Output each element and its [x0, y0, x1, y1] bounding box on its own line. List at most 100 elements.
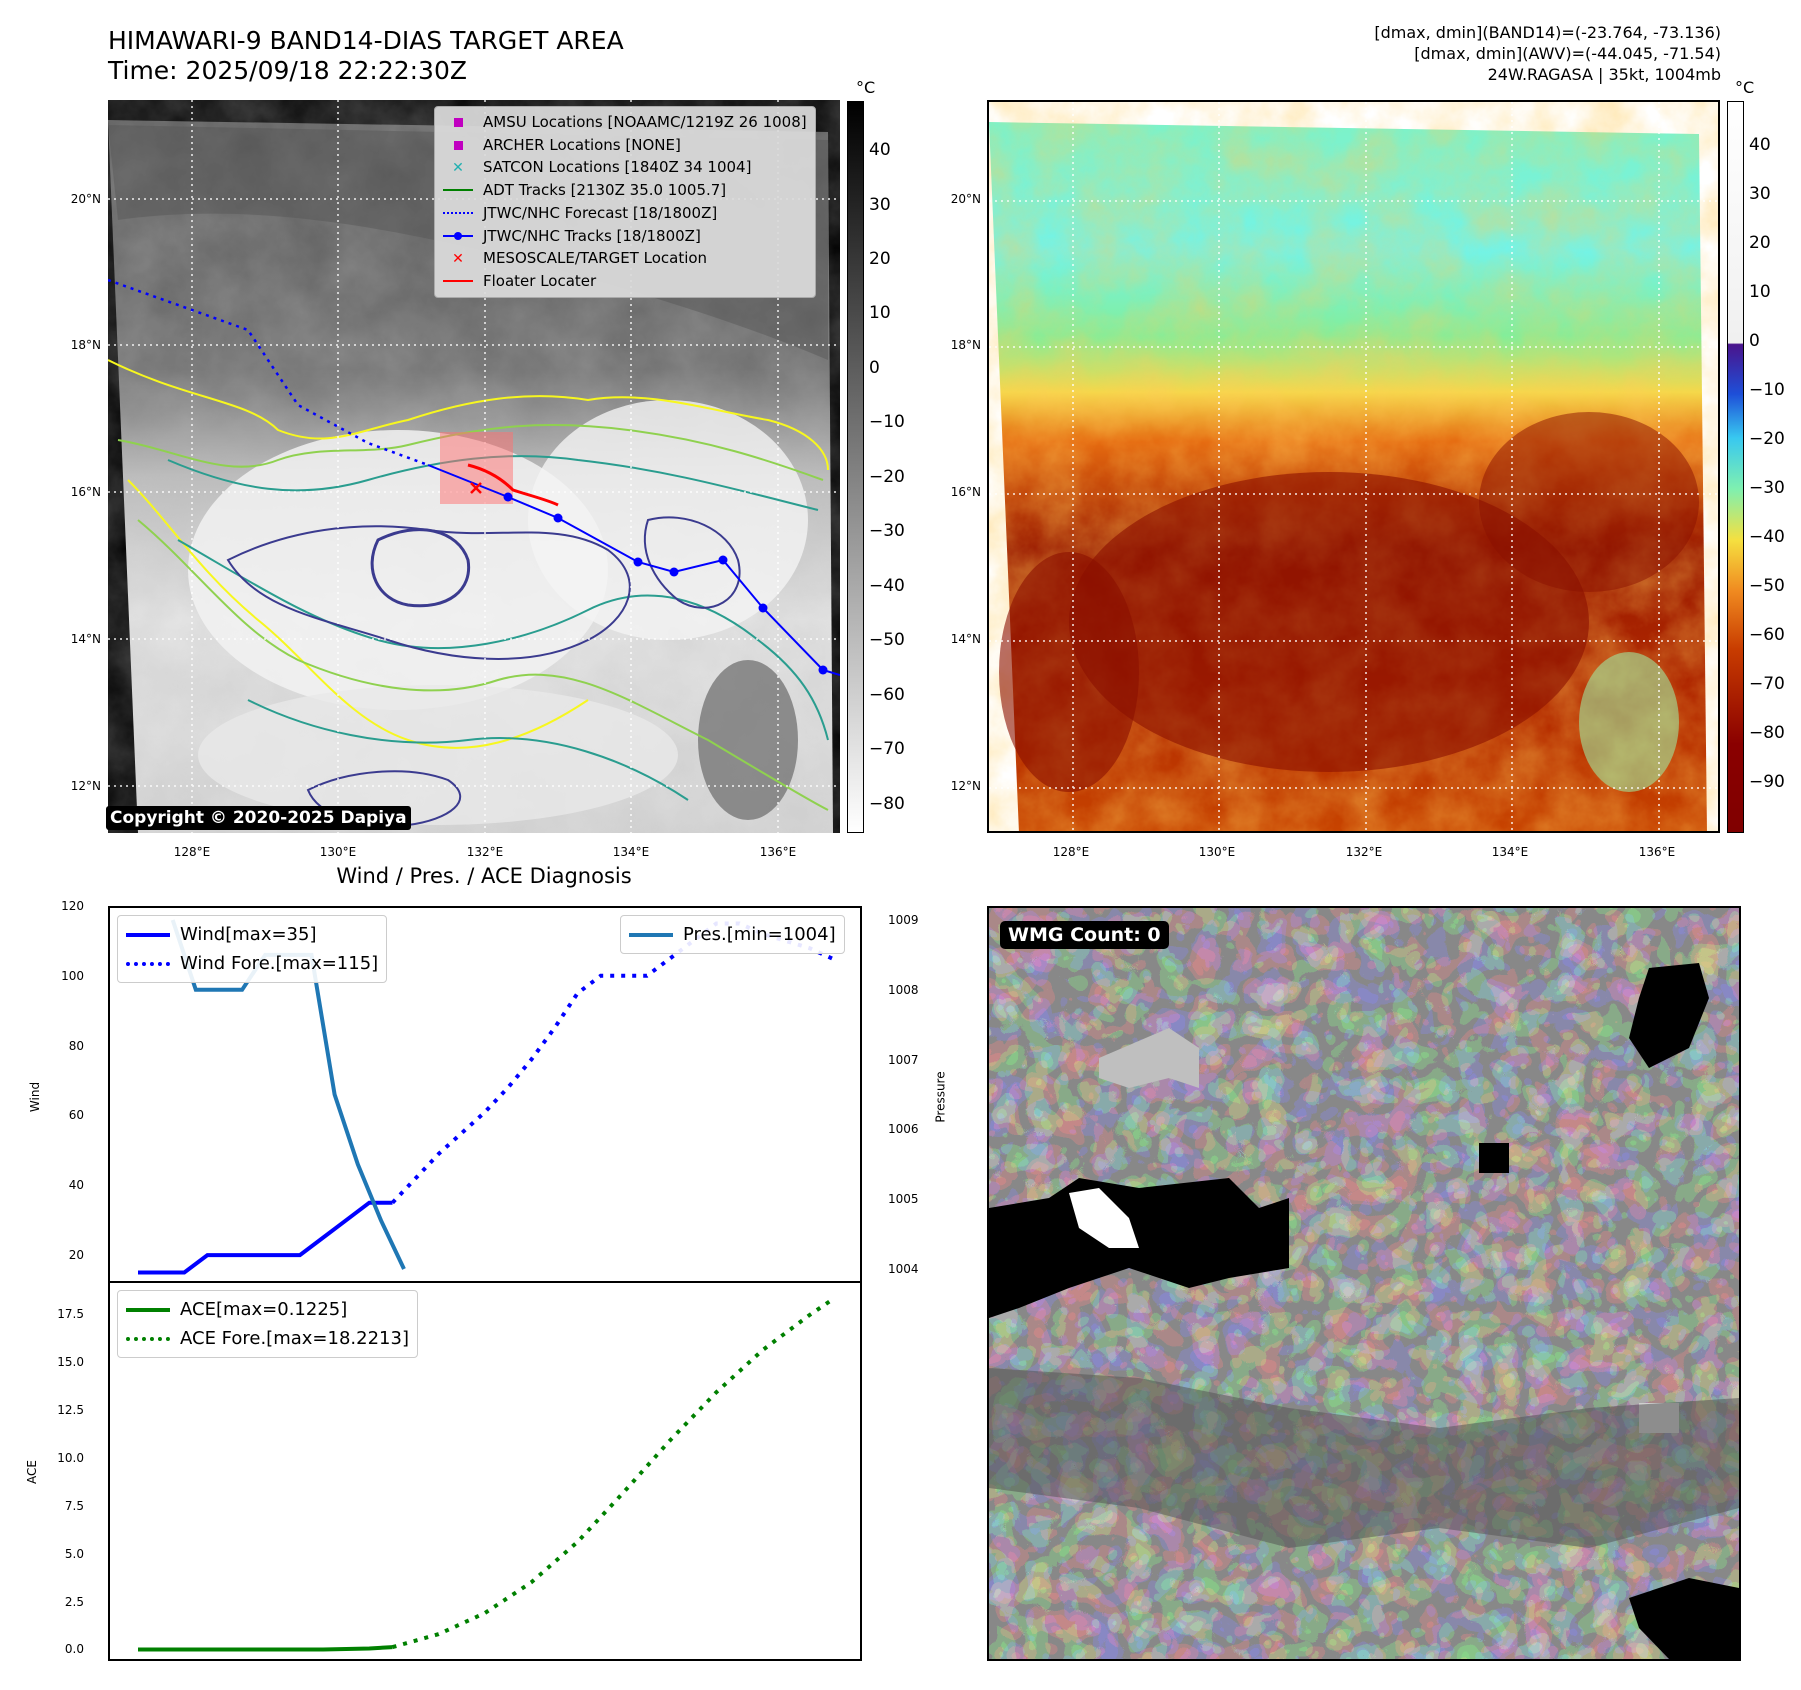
- ir-colorbar: [847, 101, 864, 833]
- blue-line-icon: [126, 932, 170, 937]
- lat-label: 16°N: [70, 485, 101, 499]
- lat-label: 12°N: [950, 779, 981, 793]
- wind-tick: 120: [61, 899, 84, 913]
- colorbar-tick: 20: [1749, 233, 1771, 254]
- legend-item-amsu: AMSU Locations [NOAAMC/1219Z 26 1008]: [443, 111, 807, 134]
- legend-item-forecast: JTWC/NHC Forecast [18/1800Z]: [443, 202, 807, 225]
- pressure-axis-label: Pressure: [933, 1071, 948, 1123]
- lon-label: 134°E: [612, 845, 650, 859]
- ace-tick: 12.5: [57, 1402, 84, 1417]
- series-line: [138, 1200, 393, 1275]
- ir-colorbar-unit: °C: [856, 78, 876, 97]
- colorbar-tick: −40: [869, 575, 905, 596]
- steelblue-line-icon: [629, 932, 673, 937]
- legend-ace-forecast: ACE Fore.[max=18.2213]: [126, 1324, 409, 1353]
- wind-tick: 20: [68, 1248, 84, 1263]
- lat-label: 20°N: [70, 192, 101, 206]
- colorbar-tick: −40: [1749, 527, 1785, 548]
- green-line-icon: [443, 189, 473, 192]
- legend-ace: ACE[max=0.1225]: [126, 1295, 409, 1324]
- series-line: [138, 1645, 393, 1652]
- ir-map-panel: AMSU Locations [NOAAMC/1219Z 26 1008] AR…: [108, 100, 840, 833]
- ace-axis-label: ACE: [24, 1460, 39, 1484]
- colorbar-tick: 30: [1749, 184, 1771, 205]
- pressure-tick: 1009: [888, 912, 919, 927]
- colorbar-tick: −60: [1749, 625, 1785, 646]
- lon-label: 134°E: [1491, 845, 1529, 859]
- colorbar-tick: 0: [1749, 331, 1760, 352]
- ace-tick: 2.5: [64, 1594, 84, 1609]
- lon-label: 136°E: [1638, 845, 1676, 859]
- colorbar-tick: 40: [869, 140, 891, 161]
- lat-label: 12°N: [70, 779, 101, 793]
- colorbar-tick: −70: [1749, 674, 1785, 695]
- cyan-x-icon: ✕: [452, 159, 464, 176]
- pressure-tick: 1004: [888, 1262, 919, 1277]
- enhanced-colorbar-unit: °C: [1735, 78, 1755, 97]
- stats-band14: [dmax, dmin](BAND14)=(-23.764, -73.136): [1374, 23, 1721, 42]
- lon-label: 132°E: [1345, 845, 1383, 859]
- legend-item-archer: ARCHER Locations [NONE]: [443, 134, 807, 157]
- legend-pressure: Pres.[min=1004]: [629, 920, 836, 949]
- red-x-icon: ✕: [452, 250, 464, 267]
- pressure-tick: 1005: [888, 1192, 919, 1207]
- green-line-icon: [126, 1307, 170, 1312]
- legend-item-target: ✕ MESOSCALE/TARGET Location: [443, 247, 807, 270]
- colorbar-tick: 10: [1749, 282, 1771, 303]
- ir-map-image: [108, 100, 840, 833]
- colorbar-tick: −20: [1749, 429, 1785, 450]
- legend-wind-forecast: Wind Fore.[max=115]: [126, 949, 378, 978]
- colorbar-tick: 40: [1749, 135, 1771, 156]
- figure-title: HIMAWARI-9 BAND14-DIAS TARGET AREA Time: …: [108, 26, 624, 86]
- blue-line-dot-icon: [454, 231, 462, 240]
- lat-label: 18°N: [70, 338, 101, 352]
- wind-tick: 60: [68, 1108, 84, 1123]
- lat-label: 18°N: [950, 338, 981, 352]
- colorbar-tick: −50: [1749, 576, 1785, 597]
- jtwc-track-points: [503, 492, 828, 675]
- lat-label: 14°N: [70, 632, 101, 646]
- wind-tick: 80: [68, 1038, 84, 1053]
- colorbar-tick: −10: [1749, 380, 1785, 401]
- pressure-legend: Pres.[min=1004]: [620, 915, 845, 954]
- lat-label: 14°N: [950, 632, 981, 646]
- lon-label: 132°E: [466, 845, 504, 859]
- stats-block: [dmax, dmin](BAND14)=(-23.764, -73.136) …: [1374, 22, 1721, 85]
- red-line-icon: [443, 280, 473, 283]
- green-dotted-line-icon: [126, 1336, 170, 1341]
- lon-label: 130°E: [319, 845, 357, 859]
- blue-dotted-line-icon: [443, 212, 473, 215]
- colorbar-tick: −10: [869, 412, 905, 433]
- stats-awv: [dmax, dmin](AWV)=(-44.045, -71.54): [1414, 44, 1721, 63]
- target-x-marker: [470, 482, 482, 494]
- legend-item-adt: ADT Tracks [2130Z 35.0 1005.7]: [443, 179, 807, 202]
- enhanced-colorbar: [1727, 101, 1744, 833]
- colorbar-tick: −80: [1749, 723, 1785, 743]
- ace-tick: 15.0: [57, 1354, 84, 1369]
- ace-tick: 5.0: [64, 1546, 84, 1561]
- enhanced-map-image: [989, 102, 1718, 831]
- storm-info: 24W.RAGASA | 35kt, 1004mb: [1487, 65, 1721, 84]
- ace-chart: [138, 1298, 834, 1652]
- wind-tick: 100: [61, 968, 84, 983]
- ace-legend: ACE[max=0.1225] ACE Fore.[max=18.2213]: [117, 1290, 418, 1358]
- legend-item-tracks: JTWC/NHC Tracks [18/1800Z]: [443, 225, 807, 248]
- blue-dotted-line-icon: [126, 961, 170, 966]
- map-legend: AMSU Locations [NOAAMC/1219Z 26 1008] AR…: [434, 106, 816, 298]
- pressure-tick: 1006: [888, 1122, 919, 1137]
- colorbar-tick: −30: [1749, 478, 1785, 499]
- legend-wind: Wind[max=35]: [126, 920, 378, 949]
- wind-tick: 40: [68, 1178, 84, 1193]
- series-line: [391, 1298, 834, 1650]
- colorbar-tick: −50: [869, 630, 905, 651]
- floater-locater: [467, 463, 559, 507]
- pressure-tick: 1008: [888, 982, 919, 997]
- copyright-label: Copyright © 2020-2025 Dapiya: [106, 806, 411, 830]
- lon-label: 130°E: [1198, 845, 1236, 859]
- colorbar-tick: −20: [869, 466, 905, 487]
- diagnosis-title: Wind / Pres. / ACE Diagnosis: [336, 864, 632, 888]
- ace-tick: 17.5: [57, 1306, 84, 1321]
- lon-label: 136°E: [759, 845, 797, 859]
- wmg-count-badge: WMG Count: 0: [1000, 921, 1169, 949]
- wmg-blocks: [989, 908, 1739, 1659]
